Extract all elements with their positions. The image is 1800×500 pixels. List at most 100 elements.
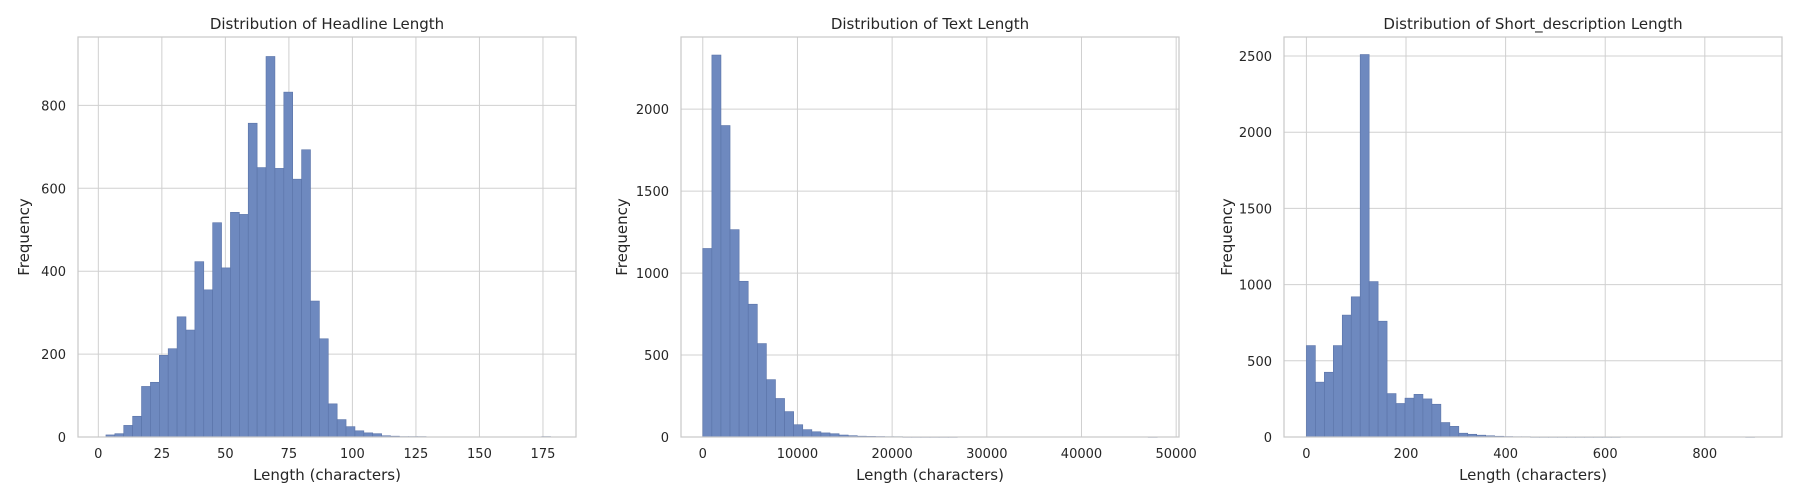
histogram-bar <box>301 149 311 438</box>
histogram-bar <box>793 424 804 438</box>
chart-title: Distribution of Short_description Length <box>1383 15 1682 34</box>
histogram-bar <box>327 403 338 438</box>
x-tick-label: 0 <box>1302 447 1310 462</box>
histogram-bar <box>1395 403 1406 438</box>
histogram-bar <box>720 125 731 438</box>
histogram-bar <box>1413 394 1424 438</box>
histogram-bar <box>1324 371 1334 438</box>
x-tick-label: 100 <box>340 447 365 462</box>
histogram-bar <box>1341 314 1352 438</box>
plot-area: 0 200 400 600 800 0 500 1000 1500 2000 2500 <box>1239 36 1783 462</box>
histogram-bar <box>747 303 758 438</box>
x-tick-label: 20000 <box>871 447 912 462</box>
x-tick-label: 600 <box>1593 447 1618 462</box>
histogram-bar <box>766 379 776 438</box>
histogram-bar <box>283 91 293 438</box>
y-tick-label: 2500 <box>1239 50 1272 65</box>
x-tick-label: 0 <box>94 447 102 462</box>
histogram-bar <box>1368 281 1379 438</box>
axes-frame <box>680 36 1180 438</box>
histogram-bar <box>185 329 196 438</box>
histogram-bar <box>1333 345 1343 438</box>
axes-frame <box>77 36 577 438</box>
plot-area: 0 10000 20000 30000 40000 50000 0 500 1000 1500 20… <box>636 36 1197 462</box>
x-tick-label: 400 <box>1493 447 1518 462</box>
histogram-bar <box>354 430 365 438</box>
axes-frame <box>1283 36 1783 438</box>
histogram-bar <box>1306 345 1316 438</box>
x-axis-label: Length (characters) <box>253 466 401 484</box>
histogram-bar <box>775 398 785 438</box>
histogram-bar <box>784 411 794 438</box>
y-tick-label: 0 <box>58 431 66 446</box>
y-tick-label: 1500 <box>636 185 669 200</box>
histogram-bar <box>820 432 831 438</box>
y-tick-label: 200 <box>41 348 66 363</box>
text-length-histogram: Distribution of Text Length 0 10000 20000 3… <box>613 15 1197 484</box>
histogram-bar <box>203 289 213 438</box>
histogram-bar <box>150 381 160 438</box>
histogram-bar <box>167 348 178 438</box>
plot-area: 0 25 50 75 100 125 150 175 0 200 400 600 800 <box>41 36 577 462</box>
histogram-bar <box>1377 320 1388 438</box>
y-tick-label: 0 <box>661 431 669 446</box>
x-tick-label: 50000 <box>1155 447 1196 462</box>
y-tick-label: 400 <box>41 265 66 280</box>
histogram-bar <box>239 214 249 438</box>
histogram-bar <box>1422 398 1433 438</box>
histogram-bar <box>1359 54 1370 438</box>
x-tick-label: 30000 <box>966 447 1007 462</box>
y-axis-label: Frequency <box>1218 198 1236 276</box>
histogram-bar <box>1350 296 1361 438</box>
x-tick-label: 125 <box>404 447 429 462</box>
y-tick-label: 500 <box>1247 355 1272 370</box>
y-tick-label: 1000 <box>1239 279 1272 294</box>
histogram-bar <box>123 425 133 438</box>
headline-length-histogram: Distribution of Headline Length 0 25 50 75 1… <box>15 15 577 484</box>
histogram-bar <box>811 431 822 438</box>
y-tick-label: 800 <box>41 99 66 114</box>
histogram-bar <box>1315 381 1325 438</box>
histogram-bar <box>265 56 276 438</box>
y-tick-label: 600 <box>41 182 66 197</box>
histogram-bar <box>176 316 187 438</box>
histogram-bar <box>1431 403 1442 438</box>
histogram-bar <box>159 355 169 438</box>
histogram-bar <box>1440 422 1451 438</box>
x-tick-label: 200 <box>1394 447 1419 462</box>
x-tick-label: 175 <box>531 447 556 462</box>
y-tick-label: 2000 <box>1239 126 1272 141</box>
histogram-bar <box>738 280 749 438</box>
x-axis-label: Length (characters) <box>1459 466 1607 484</box>
chart-title: Distribution of Text Length <box>831 15 1029 33</box>
histogram-bar <box>310 300 320 438</box>
x-tick-label: 150 <box>467 447 492 462</box>
x-tick-label: 25 <box>154 447 171 462</box>
histogram-bar <box>319 338 329 438</box>
histogram-bar <box>702 248 713 438</box>
histogram-bar <box>1449 426 1460 438</box>
histogram-bar <box>212 222 222 438</box>
y-axis-label: Frequency <box>613 198 631 276</box>
histogram-bar <box>711 54 722 438</box>
histogram-bar <box>194 261 205 438</box>
histogram-bar <box>256 167 267 438</box>
x-tick-label: 75 <box>281 447 298 462</box>
histogram-bar <box>141 386 151 438</box>
histogram-bar <box>802 429 813 438</box>
histogram-bar <box>132 415 142 438</box>
histogram-bar <box>274 168 285 438</box>
y-axis-label: Frequency <box>15 198 33 276</box>
histogram-bar <box>230 212 240 438</box>
chart-title: Distribution of Headline Length <box>210 15 444 33</box>
y-tick-label: 0 <box>1264 431 1272 446</box>
short-description-length-histogram: Distribution of Short_description Length… <box>1218 15 1783 484</box>
x-tick-label: 0 <box>699 447 707 462</box>
y-tick-label: 2000 <box>636 103 669 118</box>
x-tick-label: 50 <box>217 447 234 462</box>
histogram-bar <box>247 122 258 438</box>
histogram-bar <box>292 178 302 438</box>
histogram-bar <box>345 426 356 438</box>
x-tick-label: 10000 <box>777 447 818 462</box>
